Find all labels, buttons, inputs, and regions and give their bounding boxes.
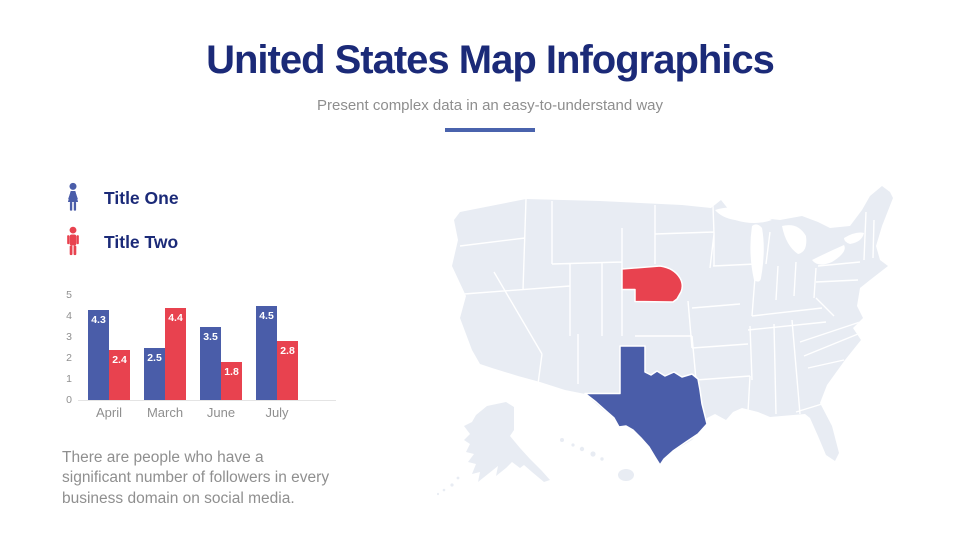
x-axis-labels: April March June July — [88, 405, 336, 420]
state-texas — [584, 345, 708, 466]
bar-value-label: 4.5 — [259, 309, 274, 322]
description-line: significant number of followers in every — [62, 469, 330, 487]
legend: Title One Title Two — [62, 178, 179, 266]
y-tick-4: 4 — [66, 310, 72, 322]
y-tick-5: 5 — [66, 289, 72, 301]
bar-title-one-april: 4.3 — [88, 309, 109, 400]
bar-value-label: 1.8 — [224, 366, 239, 379]
us-mainland — [452, 186, 893, 465]
bar-plot: 4.3 2.4 2.5 4.4 3.5 1.8 4.5 2.8 — [88, 295, 336, 400]
bar-value-label: 2.8 — [280, 345, 295, 358]
bar-value-label: 3.5 — [203, 330, 218, 343]
bar-group-april: 4.3 2.4 — [88, 309, 130, 400]
bar-title-one-june: 3.5 — [200, 326, 221, 400]
x-tick-april: April — [95, 405, 122, 420]
description-line: business domain on social media. — [62, 489, 295, 507]
bar-group-july: 4.5 2.8 — [256, 305, 298, 400]
male-icon — [67, 226, 79, 256]
hawaii-islands — [560, 438, 634, 481]
description-line: There are people who have a — [62, 449, 264, 466]
y-tick-3: 3 — [66, 331, 72, 343]
legend-item-title-one: Title One — [62, 178, 179, 218]
x-tick-march: March — [146, 405, 184, 420]
bar-value-label: 2.5 — [147, 351, 162, 364]
x-tick-july: July — [265, 405, 289, 420]
bar-title-one-march: 2.5 — [144, 347, 165, 400]
y-tick-2: 2 — [66, 352, 72, 364]
bar-title-two-june: 1.8 — [221, 362, 242, 400]
female-icon — [67, 182, 79, 211]
state-nebraska — [621, 265, 684, 303]
bar-chart: 5 4 3 2 1 0 4.3 2.4 2.5 4.4 3.5 1.8 4.5 2.8 April Mar… — [58, 288, 343, 428]
state-borders — [459, 198, 875, 415]
aleutian-islands — [436, 476, 460, 496]
bar-title-two-july: 2.8 — [277, 341, 298, 400]
page-subtitle: Present complex data in an easy-to-under… — [316, 97, 664, 114]
description-text: There are people who have a significant … — [62, 448, 362, 509]
y-tick-1: 1 — [66, 373, 72, 385]
y-tick-0: 0 — [66, 394, 72, 406]
page-title: United States Map Infographics — [206, 38, 775, 82]
state-alaska — [464, 402, 550, 482]
bar-title-two-april: 2.4 — [109, 349, 130, 400]
legend-item-title-two: Title Two — [62, 222, 179, 262]
y-axis: 5 4 3 2 1 0 — [58, 288, 74, 408]
bar-group-june: 3.5 1.8 — [200, 326, 242, 400]
accent-underline — [445, 128, 535, 132]
x-tick-june: June — [206, 405, 236, 420]
x-axis-line — [78, 400, 336, 401]
united-states-map — [436, 186, 893, 496]
bar-value-label: 4.4 — [168, 311, 183, 324]
legend-label: Title Two — [104, 231, 179, 252]
bar-value-label: 2.4 — [112, 353, 127, 366]
bar-group-march: 2.5 4.4 — [144, 307, 186, 400]
legend-label: Title One — [104, 187, 179, 208]
bar-title-two-march: 4.4 — [165, 307, 186, 400]
bar-value-label: 4.3 — [91, 313, 106, 326]
bar-title-one-july: 4.5 — [256, 305, 277, 400]
great-lakes — [715, 207, 864, 282]
